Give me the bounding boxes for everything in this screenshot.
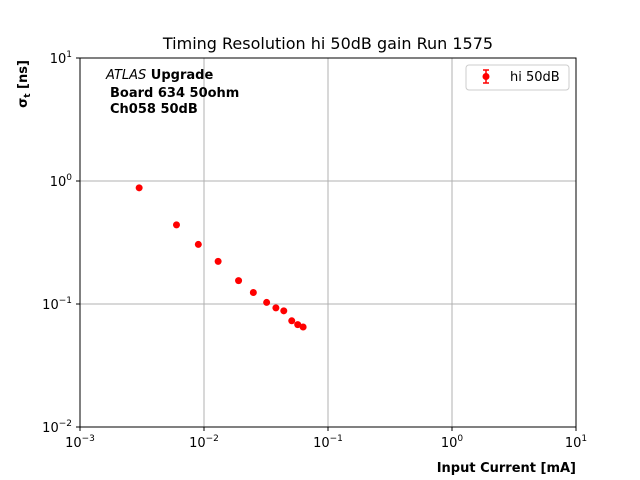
y-axis-label-symbol: σ <box>16 98 31 108</box>
y-tick-label-exponent: −2 <box>59 419 72 429</box>
y-tick-label-base: 10 <box>42 421 59 436</box>
y-tick-label-base: 10 <box>50 175 67 190</box>
y-tick-label-exponent: 1 <box>66 50 72 60</box>
y-tick-label-base: 10 <box>42 298 59 313</box>
x-tick-label: 10−2 <box>189 434 219 451</box>
x-tick-label-base: 10 <box>189 436 206 451</box>
x-tick-label-exponent: −2 <box>206 434 219 444</box>
annotation-line-1: ATLAS Upgrade <box>105 68 213 83</box>
y-tick-label-base: 10 <box>50 52 67 67</box>
annotation-block: ATLAS Upgrade Board 634 50ohm Ch058 50dB <box>105 68 239 117</box>
annotation-line-3: Ch058 50dB <box>110 102 198 117</box>
annotation-upgrade: Upgrade <box>146 68 213 83</box>
data-point <box>288 317 296 325</box>
x-tick-label: 100 <box>441 434 464 451</box>
x-tick-label: 10−1 <box>313 434 343 451</box>
data-point <box>214 257 222 265</box>
data-point <box>172 221 180 229</box>
legend-box <box>465 64 570 91</box>
x-tick-label: 101 <box>565 434 587 451</box>
data-point <box>299 323 307 331</box>
x-tick-label-exponent: −3 <box>82 434 95 444</box>
data-point <box>249 289 257 297</box>
y-tick-label: 100 <box>50 173 73 190</box>
x-tick-label-base: 10 <box>313 436 330 451</box>
y-axis-label: σt [ns] <box>16 60 33 108</box>
x-tick-label-exponent: 0 <box>457 434 463 444</box>
x-tick-label-exponent: −1 <box>330 434 343 444</box>
y-tick-label-exponent: −1 <box>59 296 72 306</box>
y-tick-label: 10−2 <box>42 419 72 436</box>
x-tick-label-base: 10 <box>565 436 582 451</box>
legend-marker-icon <box>482 73 490 80</box>
chart-title: Timing Resolution hi 50dB gain Run 1575 <box>162 34 493 53</box>
data-point <box>263 298 271 306</box>
y-tick-label: 10−1 <box>42 296 72 313</box>
data-point <box>272 304 280 312</box>
legend-label: hi 50dB <box>510 70 560 85</box>
data-point <box>280 307 288 315</box>
x-tick-label: 10−3 <box>65 434 95 451</box>
y-axis-label-subscript: t <box>23 93 33 98</box>
annotation-line-2: Board 634 50ohm <box>110 86 239 101</box>
y-axis-label-unit: [ns] <box>16 60 31 93</box>
legend: hi 50dB <box>465 64 570 91</box>
x-tick-label-base: 10 <box>441 436 458 451</box>
annotation-atlas: ATLAS <box>105 68 146 83</box>
y-tick-label: 101 <box>50 50 72 67</box>
data-point <box>194 240 202 248</box>
data-point <box>235 277 243 285</box>
x-tick-label-base: 10 <box>65 436 82 451</box>
y-tick-label-exponent: 0 <box>66 173 72 183</box>
x-tick-label-exponent: 1 <box>581 434 587 444</box>
x-axis-label: Input Current [mA] <box>437 461 576 476</box>
data-point <box>135 184 143 192</box>
data-point <box>294 321 302 329</box>
data-points <box>135 184 307 331</box>
